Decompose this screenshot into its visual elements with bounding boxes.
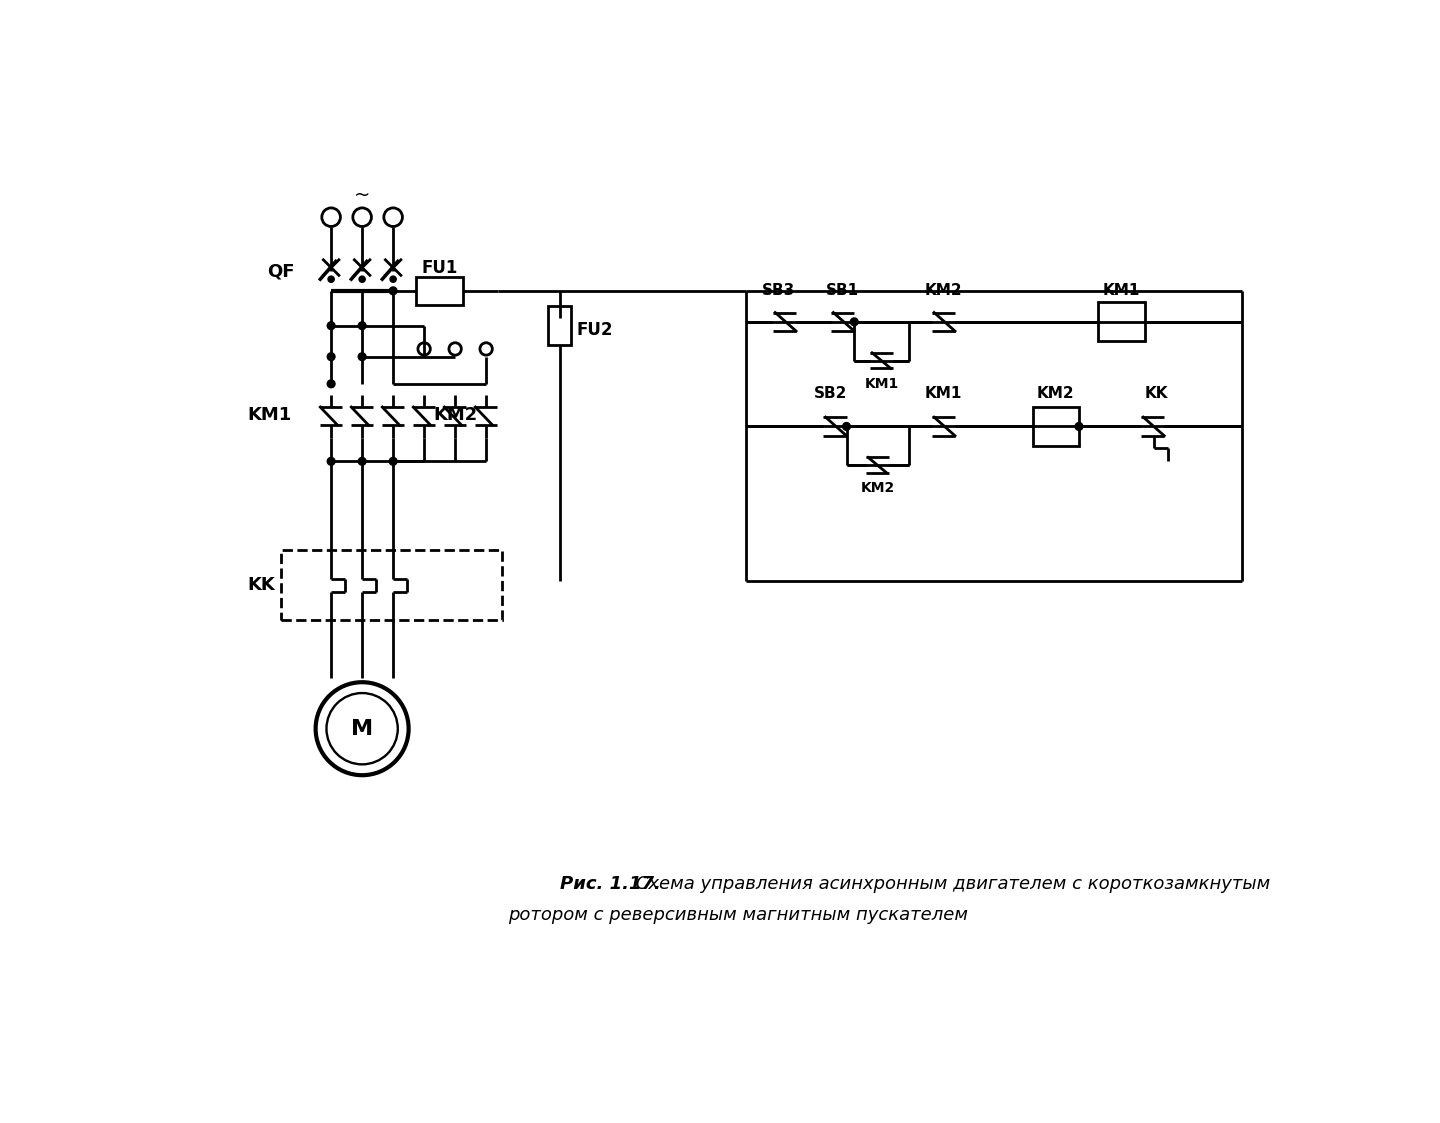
Bar [1099,302,1145,341]
Circle shape [359,276,366,282]
Text: SB1: SB1 [827,283,860,299]
Text: M: M [351,719,373,739]
Text: ~: ~ [354,186,370,206]
Circle shape [321,208,340,227]
Text: SB3: SB3 [762,283,795,299]
Text: KM1: KM1 [248,405,291,423]
Text: KK: KK [248,576,275,594]
Text: KM1: KM1 [864,377,899,391]
Circle shape [353,208,372,227]
Text: KK: KK [1145,386,1168,401]
Circle shape [327,693,397,765]
Circle shape [327,353,336,360]
Text: KM2: KM2 [924,283,962,299]
Circle shape [328,276,334,282]
Circle shape [327,457,336,465]
Circle shape [327,322,336,329]
Circle shape [390,276,396,282]
Text: QF: QF [266,263,295,281]
Text: KM2: KM2 [860,482,894,495]
Circle shape [418,343,431,355]
Bar [549,307,572,345]
Circle shape [359,457,366,465]
Circle shape [842,422,851,430]
Text: KM2: KM2 [1037,386,1074,401]
Circle shape [449,343,461,355]
Text: Рис. 1.17.: Рис. 1.17. [560,875,661,893]
Bar [281,550,501,620]
Circle shape [315,682,409,775]
Circle shape [359,353,366,360]
Circle shape [851,318,858,326]
Circle shape [327,380,336,387]
Text: FU2: FU2 [577,320,613,338]
Text: Схема управления асинхронным двигателем с короткозамкнутым: Схема управления асинхронным двигателем … [629,875,1270,893]
Bar [416,277,462,304]
Text: SB2: SB2 [814,386,848,401]
Circle shape [1076,422,1083,430]
Text: KM1: KM1 [1103,283,1140,299]
Text: FU1: FU1 [422,258,458,276]
Text: KM1: KM1 [924,386,962,401]
Circle shape [359,322,366,329]
Text: ротором с реверсивным магнитным пускателем: ротором с реверсивным магнитным пускател… [508,906,968,924]
Circle shape [480,343,492,355]
Circle shape [389,287,397,294]
Text: KM2: KM2 [433,405,477,423]
Bar [1032,407,1079,446]
Circle shape [384,208,402,227]
Circle shape [389,457,397,465]
